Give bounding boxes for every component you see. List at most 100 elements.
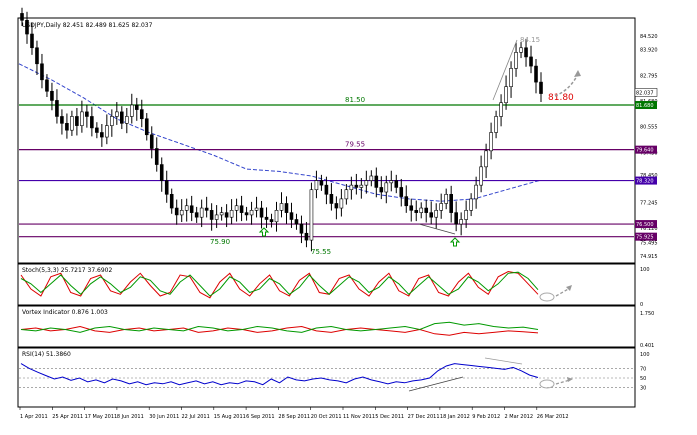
- candle-body: [85, 111, 89, 117]
- main-y-tick-label: 78.450: [640, 173, 658, 179]
- candle-body: [30, 33, 34, 49]
- candle-body: [379, 187, 384, 193]
- candle-body: [314, 180, 319, 191]
- candle-body: [254, 207, 259, 211]
- candle-body: [129, 104, 134, 117]
- candle-body: [519, 47, 523, 53]
- candle-body: [289, 212, 294, 220]
- candle-body: [264, 216, 269, 220]
- candle-body: [100, 132, 104, 138]
- candle-body: [120, 111, 124, 124]
- candle-body: [464, 210, 468, 220]
- candle-body: [274, 210, 279, 223]
- candle-body: [169, 194, 174, 209]
- price-annotation: 81.80: [548, 93, 574, 103]
- candle-body: [394, 180, 399, 188]
- candle-body: [199, 207, 204, 218]
- candle-body: [304, 232, 309, 241]
- main-price-panel: 84.52083.92082.79581.68080.55579.43078.4…: [18, 7, 658, 260]
- x-axis-label: 1 Apr 2011: [20, 414, 48, 420]
- candle-body: [279, 203, 284, 211]
- trend-line: [492, 39, 518, 101]
- vortex-panel: 1.750 0.401: [20, 311, 654, 349]
- forecast-arrowhead-icon: [566, 285, 572, 291]
- candle-body: [209, 210, 214, 220]
- candle-body: [309, 189, 314, 241]
- candle-body: [294, 219, 299, 225]
- indicator-line: [20, 270, 539, 299]
- candle-body: [349, 184, 354, 191]
- rsi-y-tick-label: 50: [640, 376, 646, 382]
- x-axis-label: 28 Sep 2011: [278, 414, 310, 420]
- candle-body: [299, 223, 304, 234]
- candle-body: [444, 194, 448, 204]
- x-axis-label: 20 Oct 2011: [311, 414, 342, 420]
- indicator-line: [20, 321, 539, 333]
- x-axis-label: 26 Mar 2012: [537, 414, 569, 420]
- candle-body: [509, 68, 513, 87]
- candle-body: [45, 79, 49, 92]
- x-axis-label: 9 Feb 2012: [472, 414, 500, 420]
- candle-body: [174, 207, 179, 216]
- level-price-tag-text: 81.680: [636, 103, 654, 109]
- candle-body: [110, 116, 114, 126]
- rsi-y-tick-label: 100: [640, 352, 650, 358]
- rsi-panel-frame: [17, 347, 636, 408]
- candle-body: [224, 212, 229, 218]
- candle-body: [90, 116, 94, 129]
- candle-body: [334, 203, 339, 209]
- x-axis-label: 18 Jan 2012: [440, 414, 470, 420]
- highlight-ellipse: [539, 292, 555, 302]
- candle-body: [524, 47, 528, 58]
- rsi-y-tick-label: 70: [640, 366, 646, 372]
- candle-body: [534, 65, 538, 83]
- indicator-line: [20, 363, 539, 386]
- main-title: USDJPY,Daily 82.451 82.489 81.625 82.037: [22, 22, 153, 29]
- main-y-tick-label: 83.920: [640, 48, 658, 54]
- candle-body: [184, 205, 189, 211]
- candle-body: [204, 207, 209, 211]
- candle-body: [50, 90, 54, 101]
- candle-body: [439, 203, 443, 211]
- candle-body: [374, 175, 379, 188]
- candle-body: [284, 203, 289, 213]
- level-price-tag: [635, 220, 657, 229]
- candle-body: [514, 52, 518, 69]
- candle-body: [409, 205, 414, 211]
- x-axis-label: 8 Jun 2011: [117, 414, 144, 420]
- candle-body: [70, 116, 74, 131]
- main-y-tick-label: 82.795: [640, 73, 658, 79]
- x-axis-label: 6 Sep 2011: [246, 414, 275, 420]
- level-label: 81.50: [345, 96, 365, 104]
- candle-body: [504, 86, 508, 104]
- price-annotation: 75.55: [311, 248, 331, 256]
- stoch-y-tick-label: 0: [640, 302, 643, 308]
- candle-body: [339, 198, 344, 209]
- up-arrow-icon: [258, 227, 270, 237]
- candle-body: [404, 196, 409, 207]
- vortex-title: Vortex Indicator 0.876 1.003: [22, 309, 108, 316]
- candle-body: [149, 134, 154, 149]
- level-price-tag: [635, 145, 657, 154]
- candle-body: [55, 100, 59, 117]
- candle-body: [144, 118, 149, 136]
- forecast-arrow: [555, 379, 571, 385]
- candle-body: [529, 56, 533, 67]
- candle-body: [154, 148, 159, 165]
- level-price-tag-text: 76.500: [636, 222, 654, 228]
- candle-body: [429, 212, 434, 218]
- level-price-tag: [635, 101, 657, 110]
- rsi-trend-line: [408, 376, 464, 392]
- candle-body: [469, 198, 473, 211]
- last-price-tag: [634, 88, 658, 97]
- candle-body: [214, 214, 219, 220]
- candle-body: [179, 210, 184, 216]
- highlight-ellipse: [539, 379, 555, 389]
- candle-body: [329, 194, 334, 204]
- candle-body: [414, 210, 419, 213]
- candle-body: [105, 125, 109, 138]
- candle-body: [20, 13, 24, 21]
- level-price-tag: [635, 232, 657, 241]
- vortex-y-tick-label: 0.401: [640, 343, 654, 349]
- forecast-arrowhead-icon: [567, 377, 573, 382]
